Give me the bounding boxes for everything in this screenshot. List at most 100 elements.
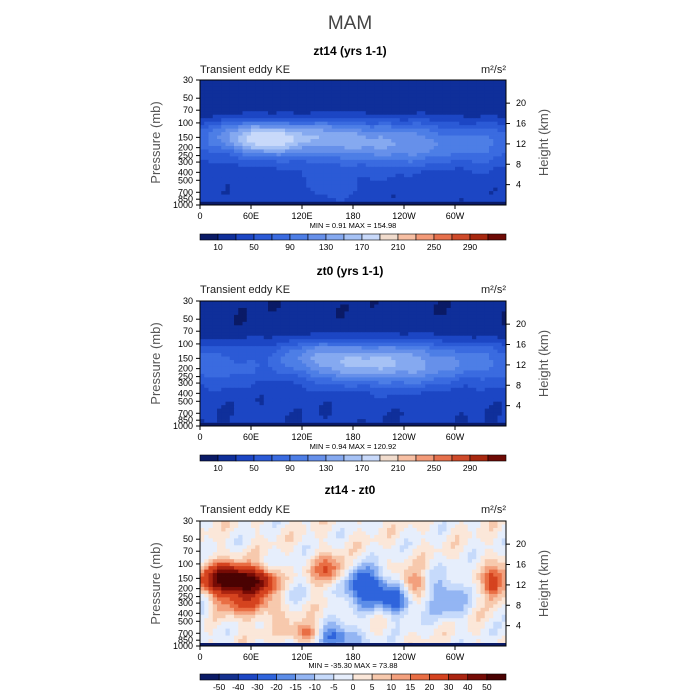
heatmap-cell	[212, 159, 218, 164]
heatmap-cell	[387, 311, 392, 316]
heatmap-cell	[255, 184, 260, 189]
heatmap-cell	[246, 360, 252, 364]
heatmap-cell	[382, 90, 388, 95]
heatmap-cell	[276, 114, 282, 119]
heatmap-cell	[344, 166, 350, 171]
heatmap-cell	[204, 191, 209, 195]
heatmap-cell	[344, 121, 350, 126]
heatmap-cell	[238, 156, 243, 161]
heatmap-cell	[472, 166, 477, 171]
heatmap-cell	[259, 366, 265, 371]
heatmap-cell	[238, 198, 243, 202]
heatmap-cell	[259, 405, 265, 410]
heatmap-cell	[268, 401, 273, 406]
heatmap-cell	[442, 118, 447, 123]
heatmap-cell	[323, 128, 328, 133]
heatmap-cell	[293, 128, 299, 133]
heatmap-cell	[497, 97, 503, 102]
heatmap-cell	[285, 132, 290, 136]
heatmap-cell	[319, 163, 324, 168]
heatmap-cell	[255, 325, 260, 330]
heatmap-cell	[404, 180, 409, 185]
heatmap-cell	[217, 339, 222, 344]
heatmap-cell	[404, 307, 409, 312]
heatmap-cell	[289, 194, 294, 199]
heatmap-cell	[293, 132, 299, 136]
heatmap-cell	[450, 380, 456, 385]
heatmap-cell	[323, 191, 328, 195]
heatmap-cell	[293, 104, 299, 109]
heatmap-cell	[348, 191, 354, 195]
heatmap-cell	[433, 394, 439, 399]
heatmap-cell	[497, 100, 503, 105]
heatmap-cell	[459, 346, 464, 351]
heatmap-cell	[378, 173, 384, 178]
heatmap-cell	[433, 90, 439, 95]
heatmap-cell	[331, 121, 337, 126]
heatmap-cell	[293, 384, 299, 389]
heatmap-cell	[306, 191, 311, 195]
heatmap-cell	[425, 142, 430, 147]
heatmap-cell	[438, 311, 443, 316]
heatmap-cell	[340, 156, 345, 161]
heatmap-cell	[242, 93, 248, 98]
heatmap-cell	[263, 318, 269, 323]
heatmap-cell	[323, 180, 328, 185]
heatmap-cell	[467, 332, 473, 337]
heatmap-cell	[425, 394, 430, 399]
heatmap-cell	[217, 307, 222, 312]
heatmap-cell	[259, 314, 265, 319]
heatmap-cell	[251, 121, 256, 126]
heatmap-cell	[391, 398, 396, 403]
heatmap-cell	[450, 328, 456, 333]
heatmap-cell	[234, 149, 239, 154]
heatmap-cell	[323, 398, 328, 403]
heatmap-cell	[489, 194, 494, 199]
heatmap-cell	[408, 377, 413, 382]
heatmap-cell	[399, 152, 405, 157]
heatmap-cell	[302, 360, 307, 364]
heatmap-cell	[438, 363, 443, 368]
heatmap-cell	[361, 93, 367, 98]
heatmap-cell	[242, 384, 248, 389]
heatmap-cell	[200, 394, 205, 399]
heatmap-cell	[438, 370, 443, 375]
heatmap-cell	[208, 377, 214, 382]
heatmap-cell	[285, 149, 290, 154]
heatmap-cell	[251, 307, 256, 312]
heatmap-cell	[251, 114, 256, 119]
heatmap-cell	[208, 97, 214, 102]
heatmap-cell	[340, 394, 345, 399]
heatmap-cell	[200, 83, 205, 88]
heatmap-cell	[467, 191, 473, 195]
heatmap-cell	[480, 325, 486, 330]
heatmap-cell	[353, 380, 358, 385]
heatmap-cell	[353, 408, 358, 413]
heatmap-cell	[229, 191, 235, 195]
heatmap-cell	[276, 377, 282, 382]
heatmap-cell	[336, 384, 341, 389]
heatmap-cell	[340, 83, 345, 88]
heatmap-cell	[251, 301, 256, 305]
heatmap-cell	[467, 405, 473, 410]
heatmap-cell	[463, 325, 469, 330]
heatmap-cell	[472, 86, 477, 91]
heatmap-cell	[455, 328, 460, 333]
heatmap-cell	[357, 97, 362, 102]
heatmap-cell	[421, 177, 426, 182]
heatmap-cell	[212, 307, 218, 312]
heatmap-cell	[225, 391, 231, 396]
heatmap-cell	[425, 135, 430, 140]
heatmap-cell	[229, 342, 235, 347]
heatmap-cell	[238, 184, 243, 189]
heatmap-cell	[314, 366, 320, 371]
heatmap-cell	[272, 363, 277, 368]
heatmap-cell	[310, 332, 316, 337]
heatmap-cell	[293, 304, 299, 309]
heatmap-cell	[302, 394, 307, 399]
heatmap-cell	[263, 405, 269, 410]
heatmap-cell	[221, 332, 226, 337]
heatmap-cell	[438, 180, 443, 185]
heatmap-cell	[387, 394, 392, 399]
heatmap-cell	[314, 163, 320, 168]
